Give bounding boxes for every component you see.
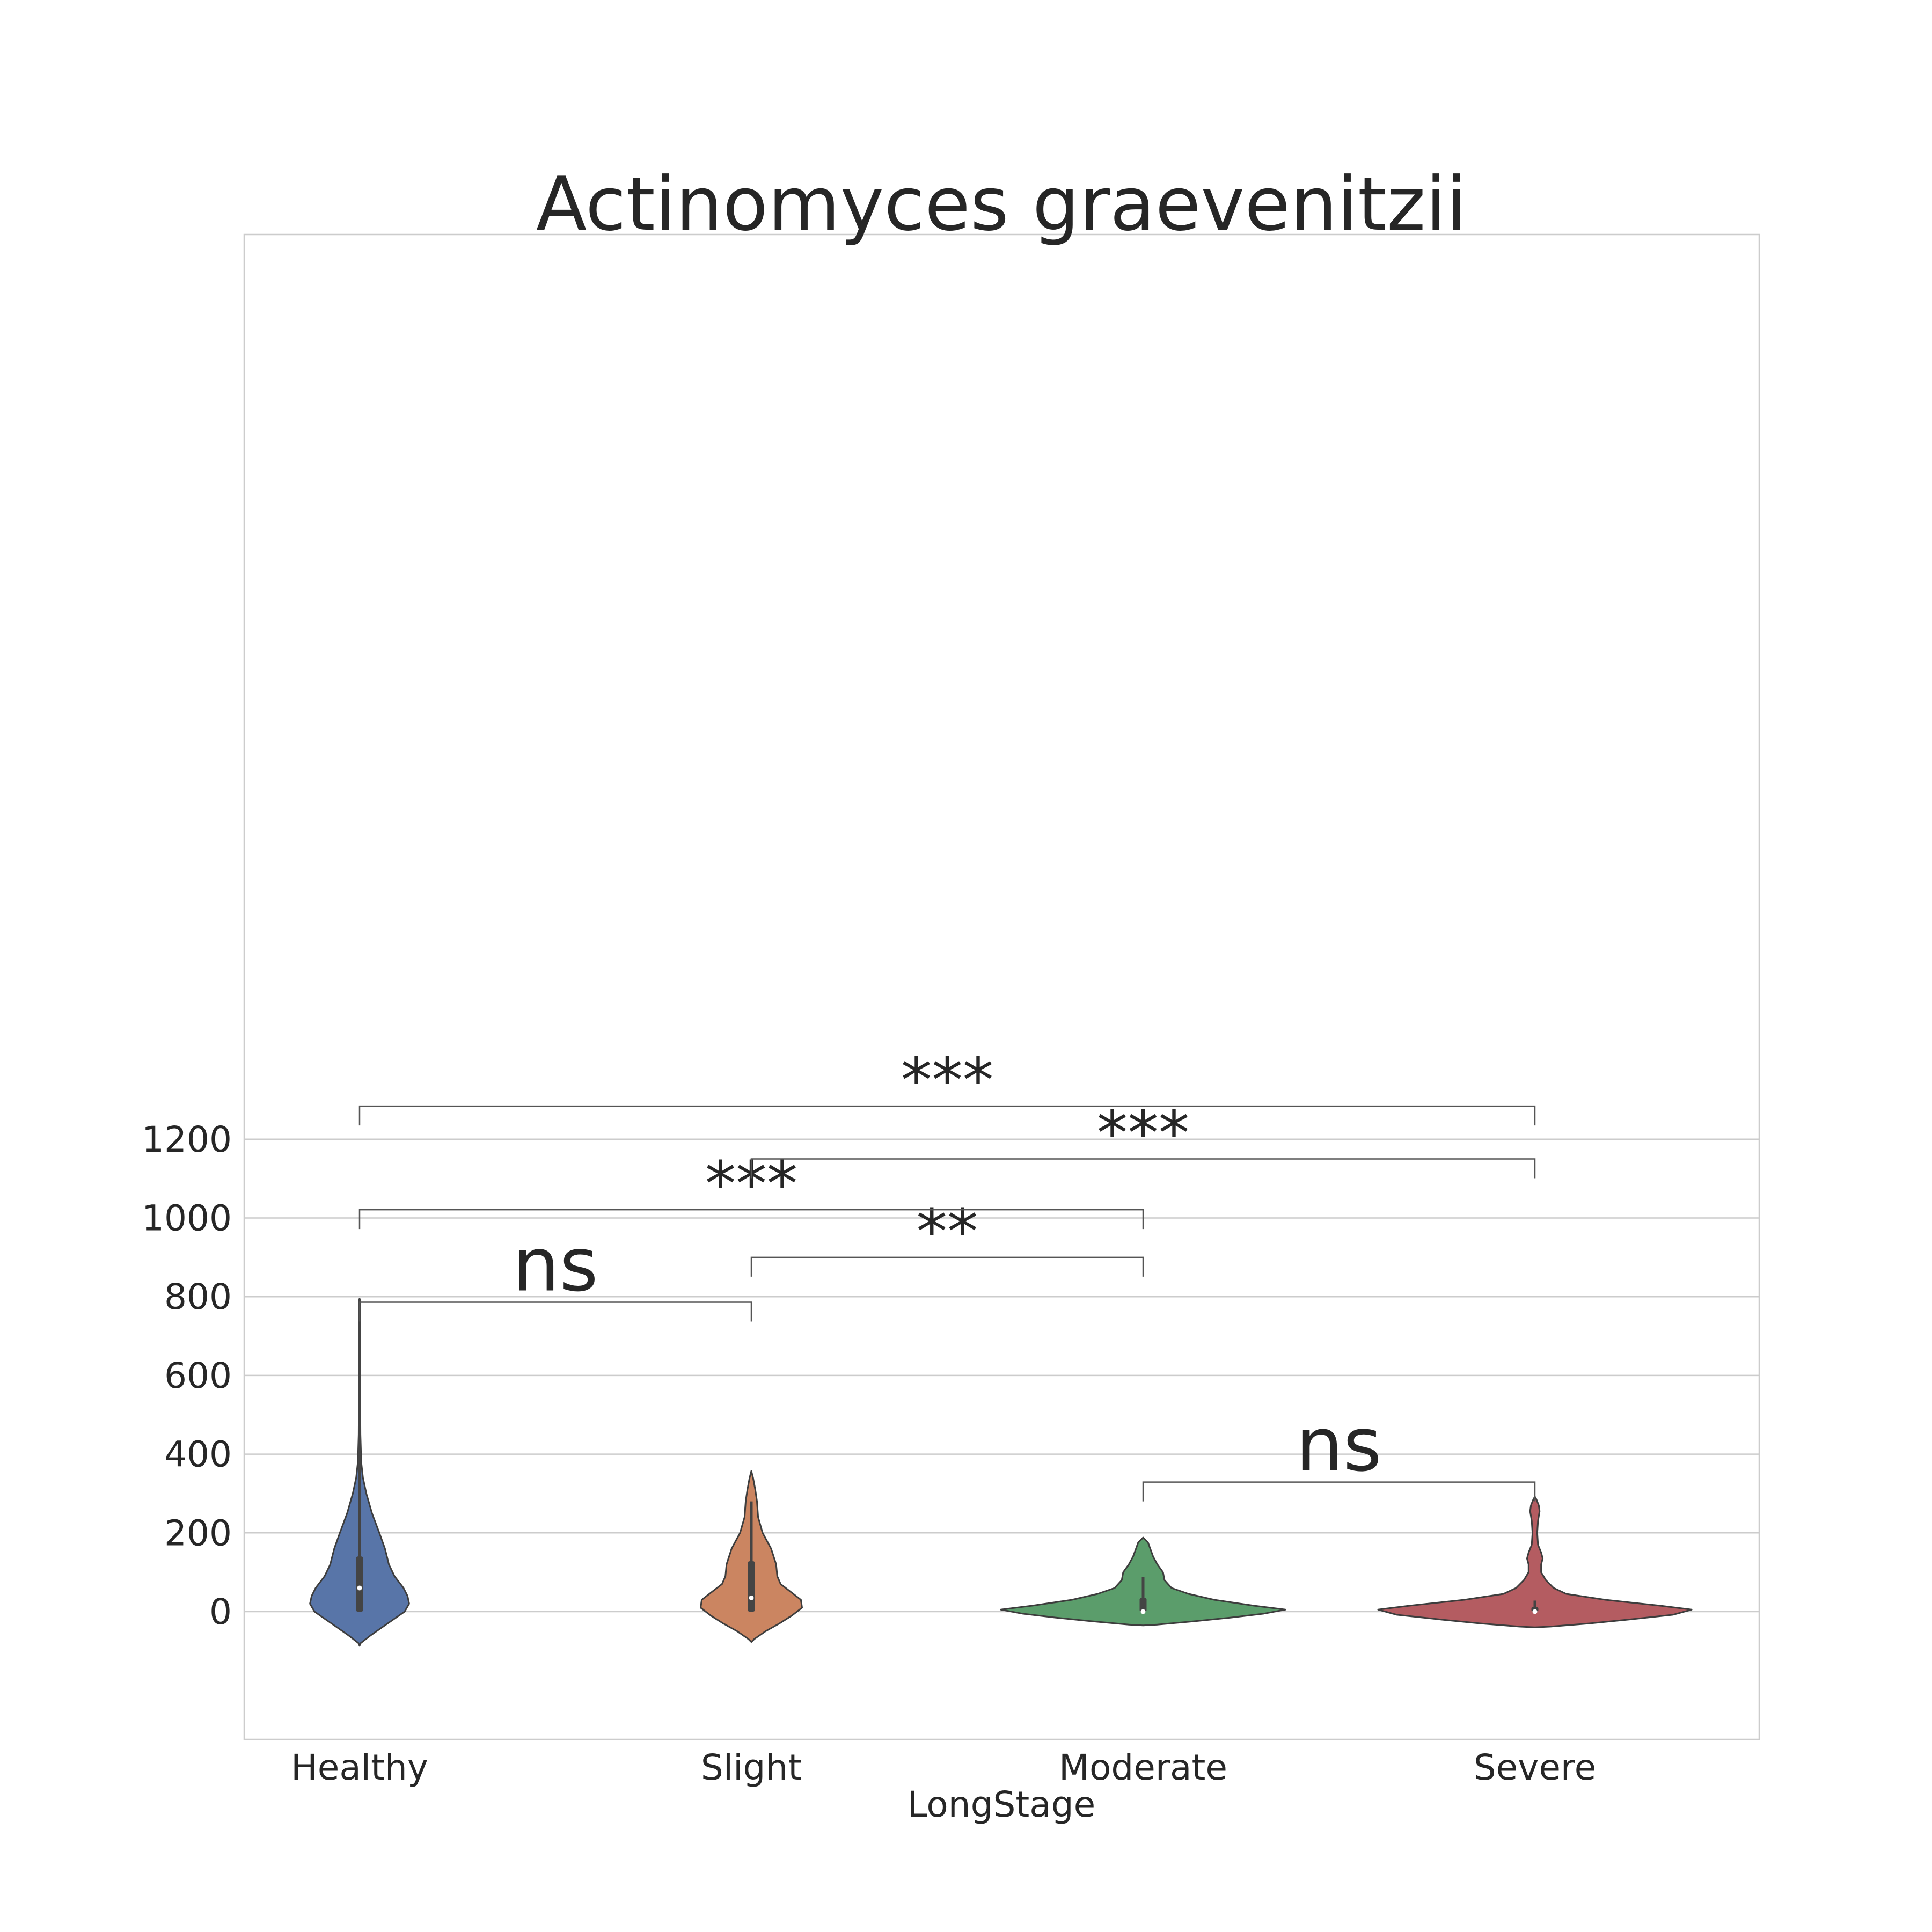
chart-title: Actinomyces graevenitzii xyxy=(536,161,1467,247)
violin-median xyxy=(1532,1609,1538,1614)
y-tick-label: 0 xyxy=(209,1591,232,1633)
y-tick-label: 1200 xyxy=(142,1119,232,1160)
x-tick-labels: Healthy Slight Moderate Severe xyxy=(291,1747,1596,1788)
violin-median xyxy=(357,1585,362,1591)
significance-label: *** xyxy=(1097,1097,1190,1169)
x-tick-label: Healthy xyxy=(291,1747,428,1788)
x-tick-label: Slight xyxy=(701,1747,802,1788)
grid-lines xyxy=(244,1138,1759,1613)
significance-label: ** xyxy=(917,1196,978,1268)
plot-background xyxy=(244,235,1759,1739)
violin-iqr-box xyxy=(356,1556,363,1612)
significance-bracket: *** xyxy=(358,1148,1144,1230)
y-tick-labels: 0 200 400 600 800 1000 1200 xyxy=(142,1119,232,1633)
y-tick-label: 600 xyxy=(164,1355,232,1396)
significance-bracket: *** xyxy=(750,1097,1536,1179)
significance-label: ns xyxy=(513,1221,598,1308)
significance-bracket: ns xyxy=(1142,1402,1536,1502)
y-tick-label: 800 xyxy=(164,1276,232,1318)
significance-bracket: ** xyxy=(750,1196,1144,1277)
violin-iqr-box xyxy=(1139,1598,1147,1612)
x-tick-label: Moderate xyxy=(1059,1747,1227,1788)
significance-label: ns xyxy=(1296,1402,1381,1488)
y-tick-label: 200 xyxy=(164,1512,232,1554)
violin-iqr-box xyxy=(748,1561,755,1612)
violin-median xyxy=(1140,1609,1146,1614)
violin-median xyxy=(749,1595,754,1600)
significance-bracket: ns xyxy=(358,1221,752,1322)
y-tick-label: 400 xyxy=(164,1434,232,1475)
plot-frame xyxy=(243,233,1760,1740)
y-tick-label: 1000 xyxy=(142,1198,232,1239)
x-axis-label: LongStage xyxy=(908,1784,1095,1825)
significance-label: *** xyxy=(901,1045,994,1117)
violins xyxy=(309,1298,1693,1647)
significance-bracket: *** xyxy=(358,1045,1536,1126)
x-tick-label: Severe xyxy=(1474,1747,1596,1788)
